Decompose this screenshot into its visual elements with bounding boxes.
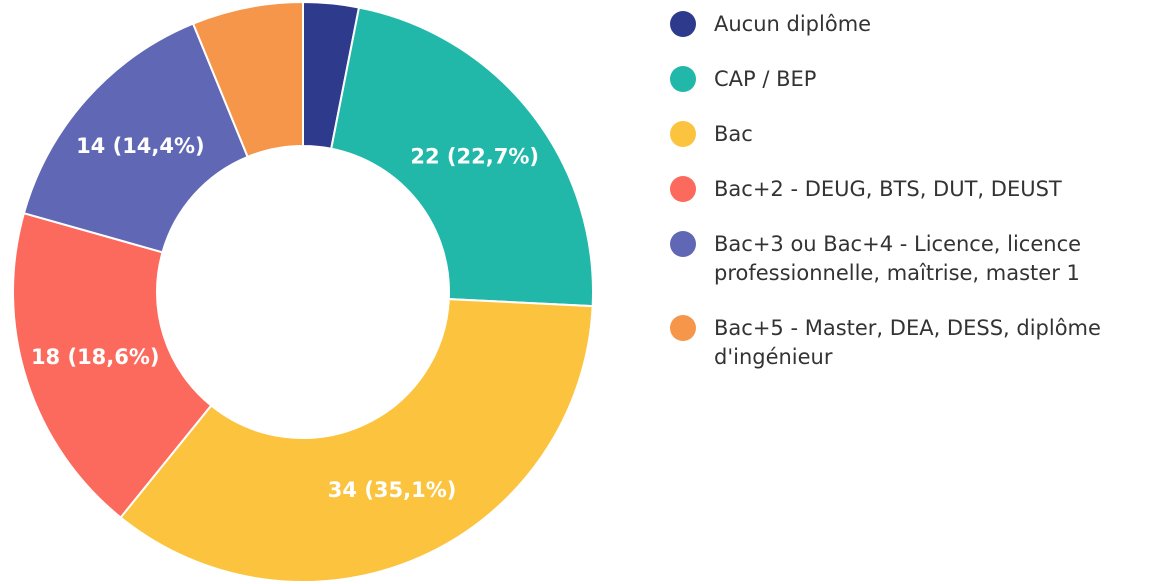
legend-label: CAP / BEP: [714, 67, 817, 91]
legend-label: Bac+2 - DEUG, BTS, DUT, DEUST: [714, 177, 1062, 201]
legend-label: Aucun diplôme: [714, 12, 872, 36]
legend-swatch: [670, 176, 696, 202]
legend: Aucun diplôme CAP / BEP Bac Bac+2 - DEUG, B…: [670, 10, 1170, 398]
legend-swatch: [670, 315, 696, 341]
data-label: 22 (22,7%): [410, 145, 539, 169]
legend-swatch: [670, 231, 696, 257]
data-label: 34 (35,1%): [328, 478, 457, 502]
data-label: 14 (14,4%): [76, 134, 205, 158]
slice: [191, 0, 304, 159]
legend-item: Aucun diplôme: [670, 10, 1170, 39]
legend-item: Bac: [670, 120, 1170, 149]
legend-item: Bac+3 ou Bac+4 - Licence, licence profes…: [670, 230, 1170, 288]
legend-label: Bac+3 ou Bac+4 - Licence, licence profes…: [714, 232, 1082, 285]
legend-item: Bac+5 - Master, DEA, DESS, diplôme d'ing…: [670, 314, 1170, 372]
slice: [330, 6, 594, 308]
legend-swatch: [670, 66, 696, 92]
chart: 22 (22,7%) 34 (35,1%) 18 (18,6%) 14 (14,4%): [12, 0, 594, 583]
legend-item: CAP / BEP: [670, 65, 1170, 94]
slice: [119, 298, 594, 583]
data-label: 18 (18,6%): [31, 345, 160, 369]
slice: [12, 211, 213, 519]
legend-label: Bac: [714, 122, 753, 146]
slice: [22, 22, 249, 254]
legend-swatch: [670, 11, 696, 37]
legend-label: Bac+5 - Master, DEA, DESS, diplôme d'ing…: [714, 316, 1101, 369]
legend-swatch: [670, 121, 696, 147]
legend-item: Bac+2 - DEUG, BTS, DUT, DEUST: [670, 175, 1170, 204]
